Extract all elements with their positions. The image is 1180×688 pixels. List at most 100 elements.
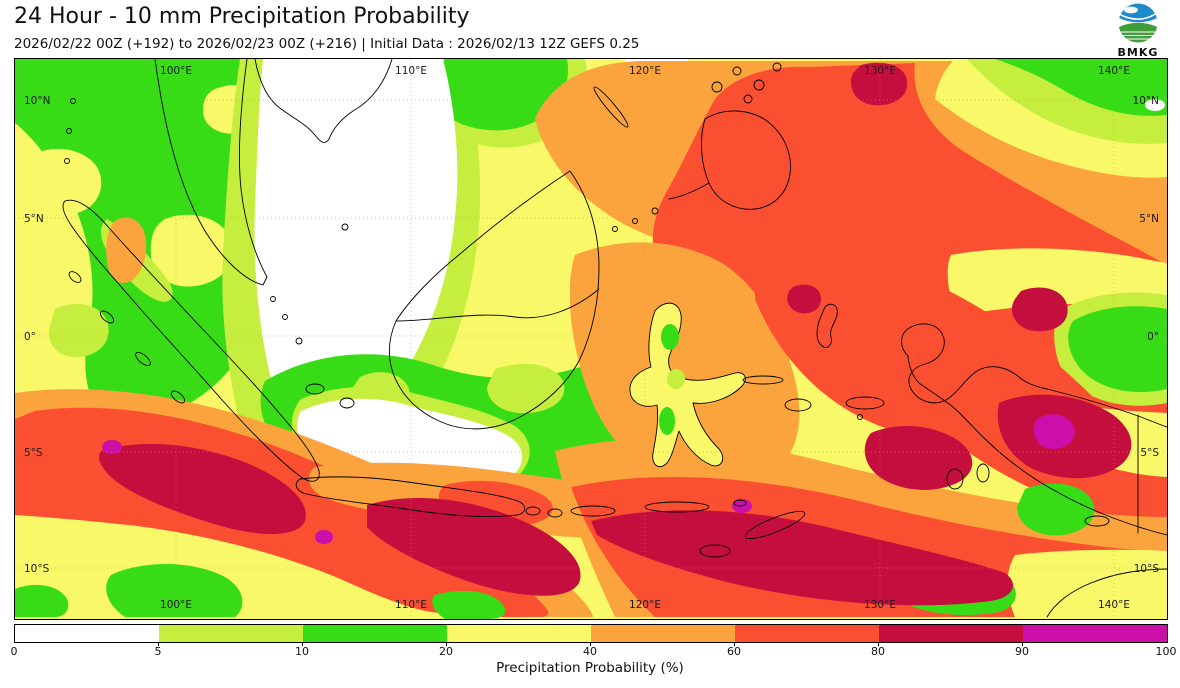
precip-contour-region	[99, 443, 306, 534]
precip-contour-region	[15, 584, 69, 617]
coastline	[651, 207, 659, 215]
colorbar-tick-label-100: 100	[1155, 645, 1177, 658]
lat-label-right-0: 0°	[1147, 331, 1159, 343]
precip-contour-region	[995, 59, 1167, 116]
coastline	[70, 98, 76, 104]
lat-label-right-10n: 10°N	[1133, 95, 1159, 107]
coastline	[772, 62, 782, 72]
coastline	[1046, 568, 1167, 618]
precip-contour-region	[851, 62, 908, 106]
lat-label-left-10n: 10°N	[24, 95, 50, 107]
coastline	[135, 352, 151, 366]
coastline	[742, 375, 784, 385]
precip-contour-region	[591, 510, 1014, 606]
coastline	[154, 59, 268, 286]
colorbar-title: Precipitation Probability (%)	[496, 660, 684, 676]
coastline	[632, 218, 638, 224]
coastline	[612, 226, 618, 232]
colorbar	[14, 624, 1168, 643]
coastline	[699, 544, 731, 558]
lat-label-right-5s: 5°S	[1140, 447, 1159, 459]
precip-probability-map: 100°E 110°E 120°E 130°E 140°E 100°E 110°…	[15, 59, 1167, 619]
colorbar-segment-90-100	[1023, 625, 1167, 642]
page-subtitle: 2026/02/22 00Z (+192) to 2026/02/23 00Z …	[14, 36, 640, 52]
colorbar-segment-40-60	[591, 625, 735, 642]
page-title: 24 Hour - 10 mm Precipitation Probabilit…	[14, 4, 470, 29]
colorbar-tick-label-60: 60	[727, 645, 741, 658]
coastline	[99, 310, 115, 324]
colorbar-tickmark	[158, 642, 159, 646]
precip-contour-region	[1017, 483, 1095, 536]
precip-contour-region	[386, 183, 441, 282]
coastline	[68, 271, 82, 283]
coastline	[733, 499, 747, 507]
precip-contour-region	[106, 217, 147, 283]
precip-contour-region	[1145, 99, 1165, 111]
colorbar-tick-label-20: 20	[439, 645, 453, 658]
coastline	[547, 508, 563, 518]
precip-contour-region	[667, 369, 685, 389]
coastline	[254, 59, 393, 143]
lon-label-bottom-130e: 130°E	[864, 599, 896, 611]
lon-label-top-140e: 140°E	[1098, 65, 1130, 77]
bmkg-logo: BMKG	[1108, 2, 1168, 59]
precip-contour-region	[102, 440, 122, 454]
coastline	[901, 323, 1167, 428]
precip-contour-region	[150, 214, 233, 287]
bmkg-logo-icon	[1118, 3, 1158, 43]
lon-label-top-110e: 110°E	[395, 65, 427, 77]
coastline	[1084, 515, 1110, 527]
lat-label-right-10s: 10°S	[1134, 563, 1160, 575]
colorbar-tick-label-0: 0	[10, 645, 18, 658]
colorbar-tickmark	[590, 642, 591, 646]
precip-contour-region	[435, 59, 568, 131]
coastline	[732, 66, 742, 76]
coastline	[701, 110, 791, 210]
colorbar-segment-10-20	[303, 625, 447, 642]
precip-contour-region	[1068, 306, 1167, 393]
precip-contour-region	[864, 426, 973, 490]
precip-contour-region	[367, 498, 581, 596]
coastline	[389, 170, 600, 430]
coastline	[744, 510, 806, 540]
coastline	[341, 223, 349, 231]
colorbar-segment-5-10	[159, 625, 303, 642]
colorbar-segment-80-90	[879, 625, 1023, 642]
coastline	[170, 390, 186, 404]
coastline	[305, 383, 325, 395]
coastline	[295, 337, 303, 345]
colorbar-tick-label-10: 10	[295, 645, 309, 658]
precip-contour-region	[569, 242, 800, 486]
lat-label-right-5n: 5°N	[1139, 213, 1159, 225]
colorbar-tickmark	[446, 642, 447, 646]
colorbar-tick-label-80: 80	[871, 645, 885, 658]
lat-label-left-10s: 10°S	[24, 563, 50, 575]
colorbar-segment-0-5	[15, 625, 159, 642]
colorbar-tickmark	[878, 642, 879, 646]
bmkg-logo-label: BMKG	[1117, 46, 1159, 59]
precip-contour-region	[1011, 287, 1068, 332]
colorbar-tick-label-5: 5	[154, 645, 162, 658]
precip-contour-region	[487, 363, 565, 414]
lon-label-top-100e: 100°E	[160, 65, 192, 77]
coastline	[570, 505, 616, 517]
lon-label-bottom-140e: 140°E	[1098, 599, 1130, 611]
lat-label-left-5n: 5°N	[24, 213, 44, 225]
coastline	[857, 414, 863, 420]
lat-label-left-5s: 5°S	[24, 447, 43, 459]
coastline	[66, 128, 72, 134]
colorbar-tickmark	[1022, 642, 1023, 646]
coastline	[946, 468, 964, 490]
colorbar-segment-60-80	[735, 625, 879, 642]
precip-contour-region	[1007, 549, 1167, 617]
coastline	[270, 296, 276, 302]
coastline	[845, 396, 885, 410]
coastline	[743, 94, 753, 104]
coastline	[976, 463, 990, 483]
lon-label-bottom-120e: 120°E	[629, 599, 661, 611]
coastline	[668, 182, 710, 200]
coastline	[282, 314, 288, 320]
precip-contour-region	[106, 563, 243, 617]
coastline	[295, 476, 526, 518]
